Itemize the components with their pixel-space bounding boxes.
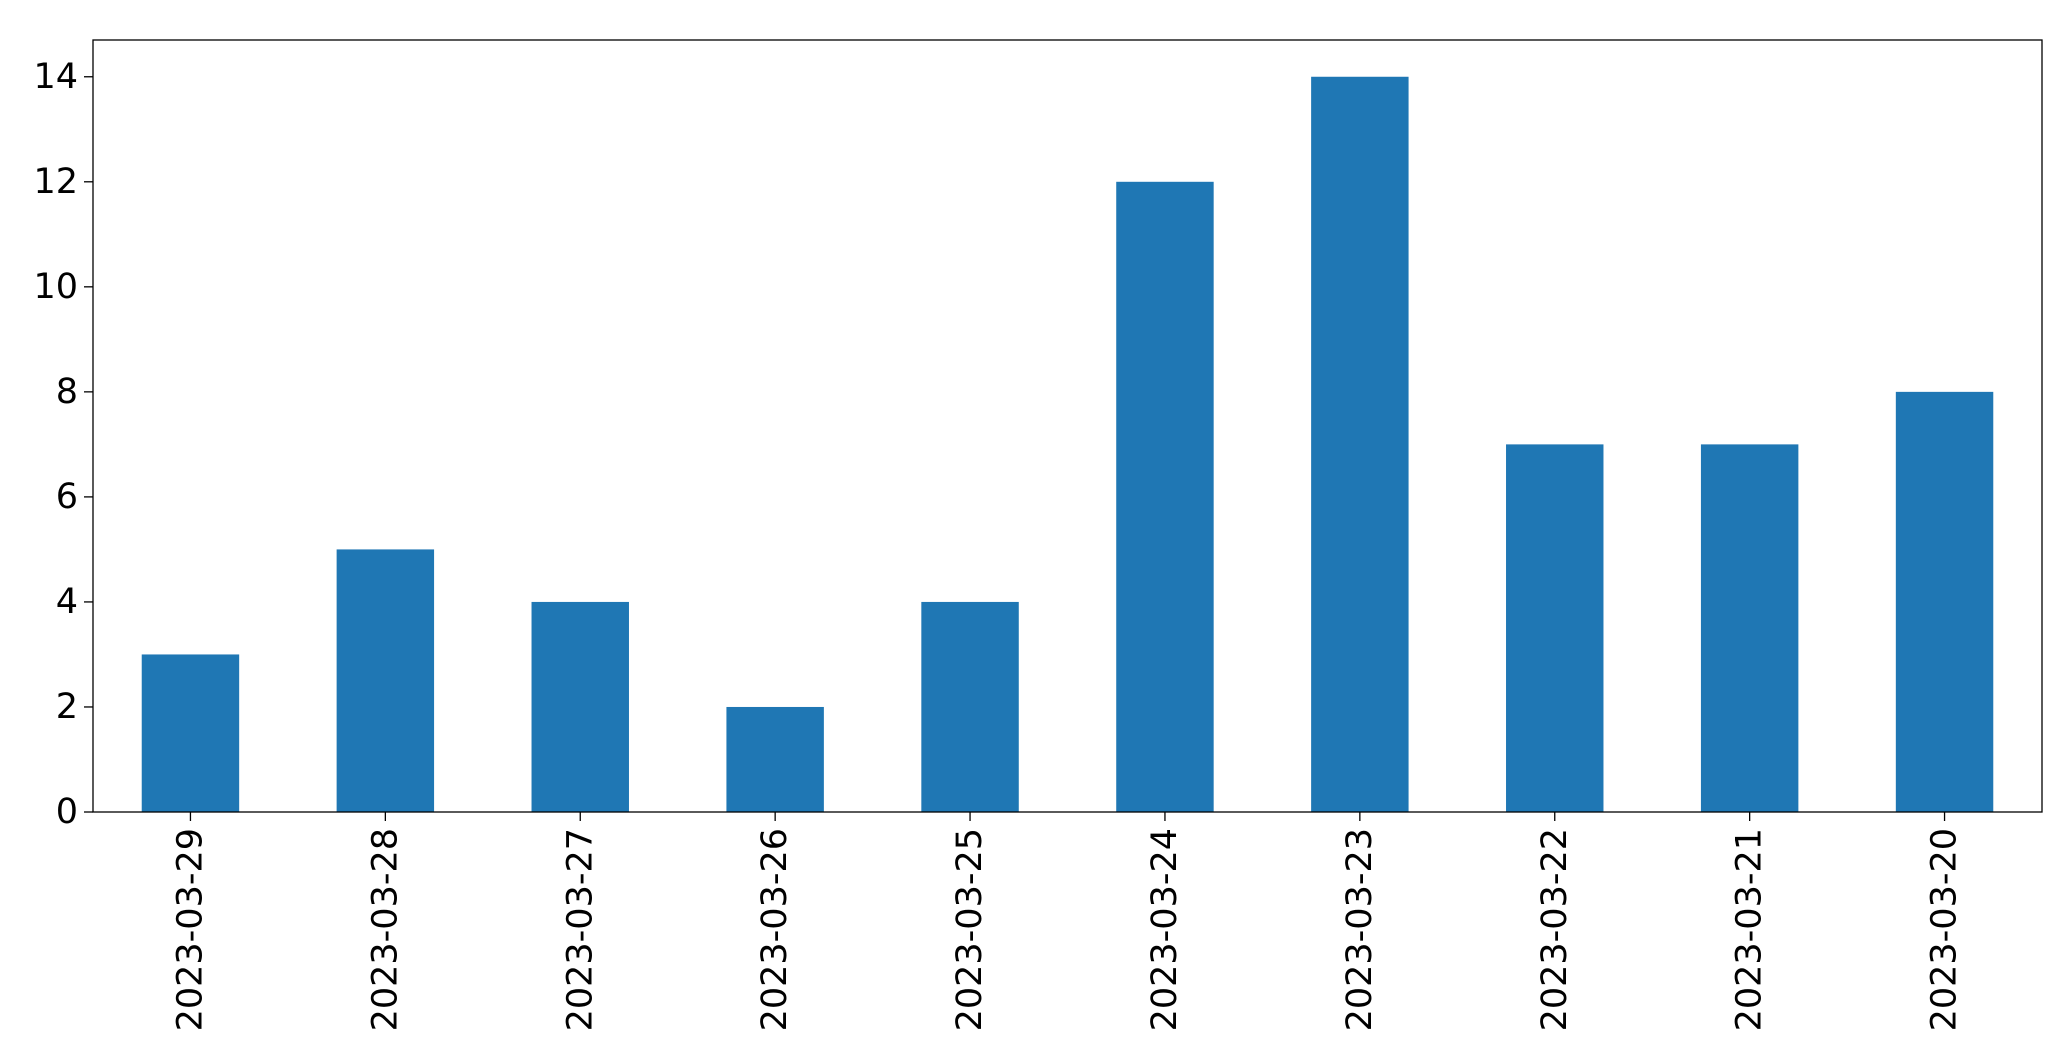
y-tick-label: 2	[56, 687, 78, 727]
x-tick-label: 2023-03-26	[755, 828, 795, 1031]
bar	[1116, 181, 1214, 813]
x-tick-label: 2023-03-22	[1535, 828, 1575, 1031]
x-tick-label: 2023-03-23	[1340, 828, 1380, 1031]
bar	[726, 706, 824, 812]
bar	[1311, 76, 1409, 812]
x-tick-label: 2023-03-28	[365, 828, 405, 1031]
y-tick-label: 8	[56, 372, 78, 412]
y-tick-label: 4	[56, 582, 78, 622]
y-tick-label: 0	[56, 792, 78, 832]
bar	[531, 601, 629, 812]
y-tick-label: 12	[33, 162, 78, 202]
bar	[141, 654, 240, 812]
x-tick-label: 2023-03-27	[560, 828, 600, 1031]
x-tick-label: 2023-03-20	[1925, 828, 1965, 1031]
plot-frame	[92, 39, 2043, 813]
bar	[921, 601, 1019, 812]
bar	[1895, 391, 1994, 812]
x-tick-label: 2023-03-29	[170, 828, 210, 1031]
y-tick-label: 14	[33, 57, 78, 97]
x-tick-label: 2023-03-25	[950, 828, 990, 1031]
x-tick-label: 2023-03-24	[1145, 828, 1185, 1031]
y-tick-label: 6	[56, 477, 78, 517]
y-tick-label: 10	[33, 267, 78, 307]
bar	[336, 549, 435, 812]
x-tick-label: 2023-03-21	[1730, 828, 1770, 1031]
bar	[1700, 444, 1799, 812]
bar	[1506, 444, 1604, 812]
